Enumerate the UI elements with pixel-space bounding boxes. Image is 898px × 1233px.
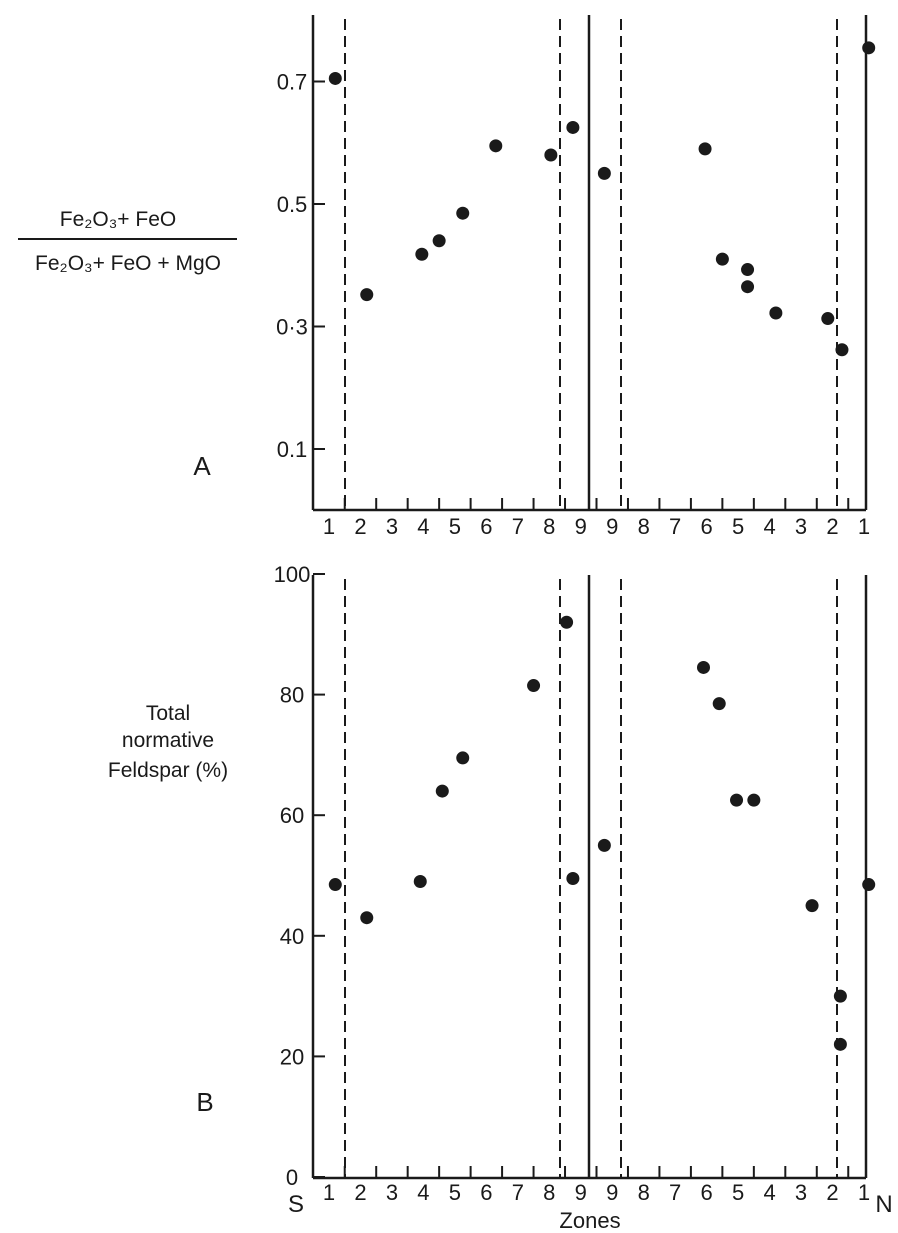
- panel-a-y-tick-label: 0.1: [277, 437, 308, 462]
- panel-a-zone-label: 1: [858, 514, 870, 539]
- panel-b-y-tick-label: 20: [280, 1044, 304, 1069]
- panel-b-letter: B: [196, 1087, 213, 1117]
- panel-b-zone-label: 5: [732, 1180, 744, 1205]
- panel-b-zone-label: 6: [480, 1180, 492, 1205]
- panel-b-zone-label: 3: [795, 1180, 807, 1205]
- panel-a-data-point: [741, 280, 755, 294]
- panel-b-zone-label: 8: [543, 1180, 555, 1205]
- panel-b-data-point: [435, 784, 449, 798]
- panel-a-zone-label: 6: [701, 514, 713, 539]
- panel-b-ylabel-line-2: normative: [122, 729, 214, 752]
- panel-b-zone-label: 2: [826, 1180, 838, 1205]
- panel-b-data-point: [805, 899, 819, 913]
- south-label: S: [288, 1191, 304, 1218]
- panel-a-data-point: [432, 234, 446, 248]
- panel-b-data-point: [747, 793, 761, 807]
- panel-a-zone-label: 6: [480, 514, 492, 539]
- panel-b-data-point: [328, 878, 342, 892]
- panel-b-data-point: [833, 989, 847, 1003]
- panel-a-zone-label: 2: [826, 514, 838, 539]
- panel-b-y-tick-label: 80: [280, 683, 304, 708]
- panel-a-data-point: [698, 142, 712, 156]
- panel-b-y-tick-label: 0: [286, 1165, 298, 1190]
- panel-b-data-point: [712, 697, 726, 711]
- panel-a-zone-label: 5: [449, 514, 461, 539]
- panel-b-zone-label: 1: [858, 1180, 870, 1205]
- panel-b-ylabel-line-1: Total: [146, 702, 190, 725]
- panel-b-data-point: [730, 793, 744, 807]
- panel-b-zone-label: 9: [606, 1180, 618, 1205]
- panel-b-zone-label: 6: [701, 1180, 713, 1205]
- panel-b-zone-label: 7: [669, 1180, 681, 1205]
- panel-b-zone-label: 8: [638, 1180, 650, 1205]
- panel-b-zone-label: 7: [512, 1180, 524, 1205]
- panel-b-zone-label: 5: [449, 1180, 461, 1205]
- panel-a-data-point: [489, 139, 503, 153]
- panel-b-data-point: [833, 1037, 847, 1051]
- panel-a-zone-label: 8: [543, 514, 555, 539]
- panel-a-y-tick-label: 0.5: [277, 192, 308, 217]
- panel-b-zone-label: 2: [354, 1180, 366, 1205]
- panel-b-data-point: [456, 751, 470, 765]
- panel-b-data-point: [862, 878, 876, 892]
- panel-a-ylabel-numerator: Fe₂O₃+ FeO: [60, 208, 176, 231]
- north-label: N: [875, 1191, 892, 1218]
- panel-a-data-point: [415, 247, 429, 261]
- panel-b-zone-label: 4: [417, 1180, 429, 1205]
- panel-a-data-point: [741, 263, 755, 277]
- panel-a-zone-label: 2: [354, 514, 366, 539]
- panel-b-data-point: [566, 872, 580, 886]
- panel-a-data-point: [835, 343, 849, 357]
- panel-b-zone-label: 1: [323, 1180, 335, 1205]
- panel-b-ylabel-line-3: Feldspar (%): [108, 759, 228, 782]
- panel-b-data-point: [696, 660, 710, 674]
- panel-b-y-tick-label: 100: [274, 562, 311, 587]
- panel-a-zone-label: 5: [732, 514, 744, 539]
- panel-b-zone-label: 9: [575, 1180, 587, 1205]
- panel-a-data-point: [769, 306, 783, 320]
- panel-a-zone-label: 9: [575, 514, 587, 539]
- panel-a-zone-label: 9: [606, 514, 618, 539]
- panel-a-data-point: [862, 41, 876, 55]
- panel-a-zone-label: 8: [638, 514, 650, 539]
- panel-b-data-point: [560, 615, 574, 629]
- panel-b-zone-label: 3: [386, 1180, 398, 1205]
- panel-a-data-point: [821, 312, 835, 326]
- panel-a-zone-label: 3: [386, 514, 398, 539]
- x-axis-title: Zones: [559, 1208, 620, 1233]
- panel-a-data-point: [597, 166, 611, 180]
- panel-b-data-point: [527, 679, 541, 693]
- panel-a-data-point: [544, 148, 558, 162]
- panel-a-zone-label: 3: [795, 514, 807, 539]
- panel-a-zone-label: 1: [323, 514, 335, 539]
- panel-a-zone-label: 4: [763, 514, 775, 539]
- panel-a-data-point: [456, 206, 470, 220]
- panel-a-letter: A: [193, 451, 211, 481]
- panel-a-data-point: [715, 252, 729, 266]
- panel-a-y-tick-label: 0.7: [277, 70, 308, 95]
- panel-a-ylabel-denominator: Fe₂O₃+ FeO + MgO: [35, 252, 221, 275]
- panel-b-data-point: [413, 875, 427, 889]
- panel-b-y-tick-label: 40: [280, 924, 304, 949]
- panel-a: 1 2 3 4 5 6 7 8 9 9 8 7 6 5 4 3 2 10.70.50·30.1: [276, 15, 876, 539]
- panel-b-data-point: [597, 838, 611, 852]
- panel-b-y-tick-label: 60: [280, 803, 304, 828]
- panel-b-data-point: [360, 911, 374, 925]
- panel-a-data-point: [360, 288, 374, 302]
- panel-a-zone-label: 7: [669, 514, 681, 539]
- panel-a-y-tick-label: 0·3: [276, 315, 308, 340]
- panel-a-data-point: [566, 120, 580, 134]
- panel-a-zone-label: 7: [512, 514, 524, 539]
- panel-a-data-point: [328, 71, 342, 85]
- panel-b-zone-label: 4: [763, 1180, 775, 1205]
- panel-a-zone-label: 4: [417, 514, 429, 539]
